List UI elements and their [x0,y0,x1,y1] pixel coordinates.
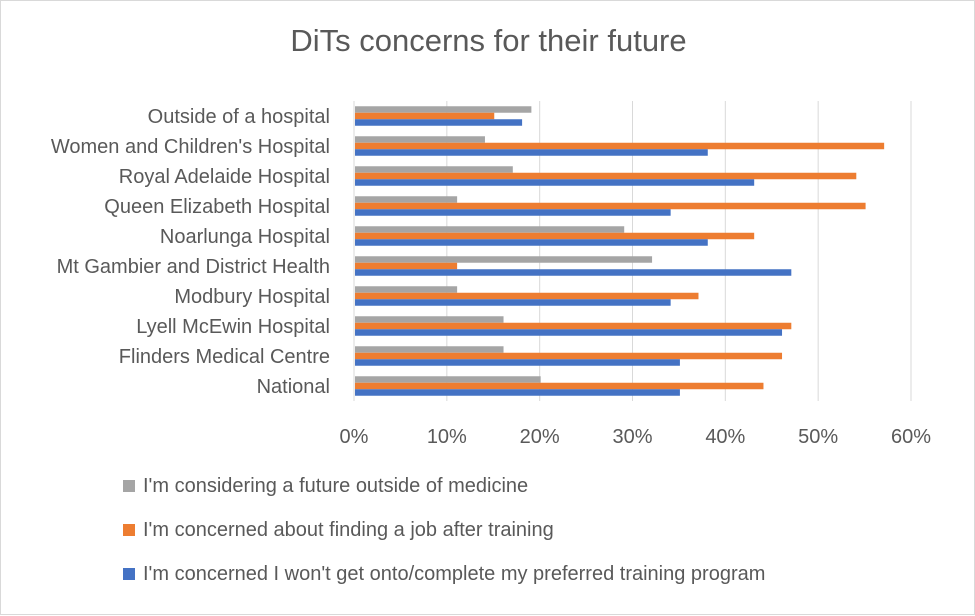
chart-title: DiTs concerns for their future [290,23,687,58]
legend-swatch [123,480,135,492]
bar [355,359,680,366]
x-tick-label: 30% [612,426,652,448]
y-category-label: Royal Adelaide Hospital [119,166,330,188]
y-category-label: Mt Gambier and District Health [57,256,330,278]
legend-item: I'm concerned I won't get onto/complete … [123,563,765,585]
bar [355,346,504,353]
bar [355,269,792,276]
bar [355,196,458,203]
bar [355,329,783,336]
bar [355,149,708,156]
x-tick-label: 50% [798,426,838,448]
legend-swatch [123,568,135,580]
bar [355,376,541,383]
bar [355,232,755,240]
x-tick-label: 40% [705,426,745,448]
bar [355,172,857,180]
bar [355,239,708,246]
bar [355,299,671,306]
y-category-label: Women and Children's Hospital [51,136,330,158]
y-category-label: Queen Elizabeth Hospital [104,196,330,218]
y-category-label: Flinders Medical Centre [119,346,330,368]
bar [355,322,792,330]
bar [355,179,755,186]
x-tick-label: 20% [520,426,560,448]
bar [355,112,495,120]
bar [355,142,885,150]
legend-label: I'm concerned I won't get onto/complete … [143,562,766,585]
legend-swatch [123,524,135,536]
y-category-label: Lyell McEwin Hospital [136,316,330,338]
bar [355,166,513,173]
x-tick-label: 10% [427,426,467,448]
y-category-label: Modbury Hospital [174,286,330,308]
bar [355,316,504,323]
x-tick-label: 0% [340,426,369,448]
bar [355,286,458,293]
legend-item: I'm concerned about finding a job after … [123,519,765,541]
legend-label: I'm considering a future outside of medi… [143,474,529,497]
y-category-label: Noarlunga Hospital [160,226,330,248]
bar [355,389,680,396]
x-tick-label: 60% [891,426,931,448]
legend: I'm considering a future outside of medi… [123,475,765,607]
y-category-label: National [257,376,330,398]
bar [355,262,458,270]
bar [355,119,523,126]
bar [355,382,764,390]
legend-item: I'm considering a future outside of medi… [123,475,765,497]
bar [355,136,485,143]
bar [355,352,783,360]
legend-label: I'm concerned about finding a job after … [143,518,554,541]
bar [355,106,532,113]
bar [355,256,653,263]
bar [355,202,866,210]
bar [355,292,699,300]
bar [355,209,671,216]
bar [355,226,625,233]
y-category-label: Outside of a hospital [148,106,330,128]
